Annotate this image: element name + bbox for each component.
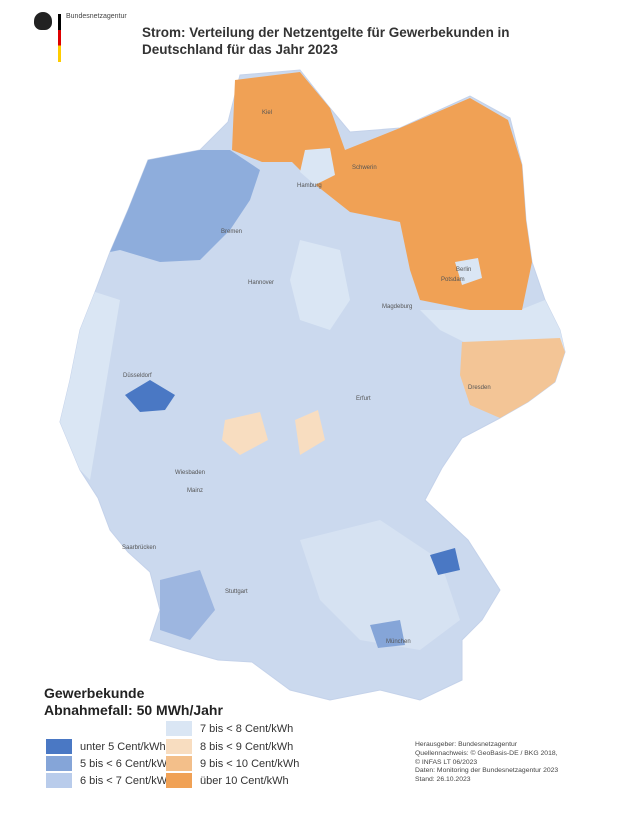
legend-swatch xyxy=(46,739,72,754)
city-label: Kiel xyxy=(262,110,272,116)
region-baden-5-6 xyxy=(160,570,215,640)
title-line-1: Strom: Verteilung der Netzentgelte für G… xyxy=(142,25,510,40)
region-northwest-5-6 xyxy=(110,150,260,262)
legend-title-line-2: Abnahmefall: 50 MWh/Jahr xyxy=(44,702,223,718)
city-label: Saarbrücken xyxy=(122,545,156,551)
city-label: Erfurt xyxy=(356,396,371,402)
legend-label: über 10 Cent/kWh xyxy=(200,774,289,787)
page-title: Strom: Verteilung der Netzentgelte für G… xyxy=(142,24,510,58)
city-label: Bremen xyxy=(221,229,242,235)
region-bavaria-under-5 xyxy=(430,548,460,575)
legend-title: Gewerbekunde Abnahmefall: 50 MWh/Jahr xyxy=(44,685,223,719)
legend-title-line-1: Gewerbekunde xyxy=(44,685,145,701)
legend-item: 5 bis < 6 Cent/kWh xyxy=(46,756,173,771)
source-publisher: Herausgeber: Bundesnetzagentur xyxy=(415,741,518,748)
legend-label: 6 bis < 7 Cent/kWh xyxy=(80,774,174,787)
city-label: Magdeburg xyxy=(382,304,412,310)
legend-label: unter 5 Cent/kWh xyxy=(80,740,166,753)
legend-label: 9 bis < 10 Cent/kWh xyxy=(200,757,300,770)
region-thuringia-8-9 xyxy=(295,410,325,455)
legend-swatch xyxy=(46,773,72,788)
flag-stripe xyxy=(58,14,61,62)
legend-swatch xyxy=(166,756,192,771)
city-label: Dresden xyxy=(468,385,491,391)
legend-item: über 10 Cent/kWh xyxy=(166,773,289,788)
legend-swatch xyxy=(46,756,72,771)
legend-item: unter 5 Cent/kWh xyxy=(46,739,166,754)
region-munich-5-6 xyxy=(370,620,405,648)
eagle-icon xyxy=(34,12,52,30)
legend-item: 7 bis < 8 Cent/kWh xyxy=(166,721,293,736)
legend-label: 8 bis < 9 Cent/kWh xyxy=(200,740,294,753)
organization-name: Bundesnetzagentur xyxy=(66,13,127,20)
bundesnetzagentur-logo: Bundesnetzagentur xyxy=(34,12,154,62)
legend-item: 8 bis < 9 Cent/kWh xyxy=(166,739,293,754)
city-label: Hamburg xyxy=(297,183,322,189)
city-label: Wiesbaden xyxy=(175,470,205,476)
city-label: Hannover xyxy=(248,280,274,286)
region-northeast-over-10 xyxy=(232,72,532,310)
legend-swatch xyxy=(166,773,192,788)
source-reference-2: © INFAS LT 06/2023 xyxy=(415,758,478,766)
title-line-2: Deutschland für das Jahr 2023 xyxy=(142,42,338,57)
legend-item: 6 bis < 7 Cent/kWh xyxy=(46,773,173,788)
source-data: Daten: Monitoring der Bundesnetzagentur … xyxy=(415,767,559,775)
region-east-6-7 xyxy=(420,300,565,352)
region-hessen-8-9 xyxy=(222,412,268,455)
city-label: München xyxy=(386,639,411,645)
legend-swatch xyxy=(166,721,192,736)
source-date: Stand: 26.10.2023 xyxy=(415,776,471,784)
city-label: Düsseldorf xyxy=(123,373,152,379)
legend-item: 9 bis < 10 Cent/kWh xyxy=(166,756,299,771)
city-label: Schwerin xyxy=(352,165,377,171)
region-ruhr-under-5 xyxy=(125,380,175,412)
source-note: Herausgeber: Bundesnetzagentur Quellenna… xyxy=(415,741,558,785)
region-south-7-8 xyxy=(300,520,460,650)
source-reference: Quellennachweis: © GeoBasis-DE / BKG 201… xyxy=(415,749,558,757)
region-hamburg-7-8 xyxy=(300,148,335,185)
city-label: Mainz xyxy=(187,488,203,494)
legend-label: 5 bis < 6 Cent/kWh xyxy=(80,757,174,770)
city-label: Berlin xyxy=(456,267,471,273)
region-center-7-8 xyxy=(290,240,350,330)
region-saxony-9-10 xyxy=(460,338,565,418)
region-berlin-7-8 xyxy=(455,258,482,285)
legend-label: 7 bis < 8 Cent/kWh xyxy=(200,722,294,735)
city-label: Stuttgart xyxy=(225,589,248,595)
legend-swatch xyxy=(166,739,192,754)
region-west-7-8 xyxy=(60,292,120,480)
city-label: Potsdam xyxy=(441,277,465,283)
